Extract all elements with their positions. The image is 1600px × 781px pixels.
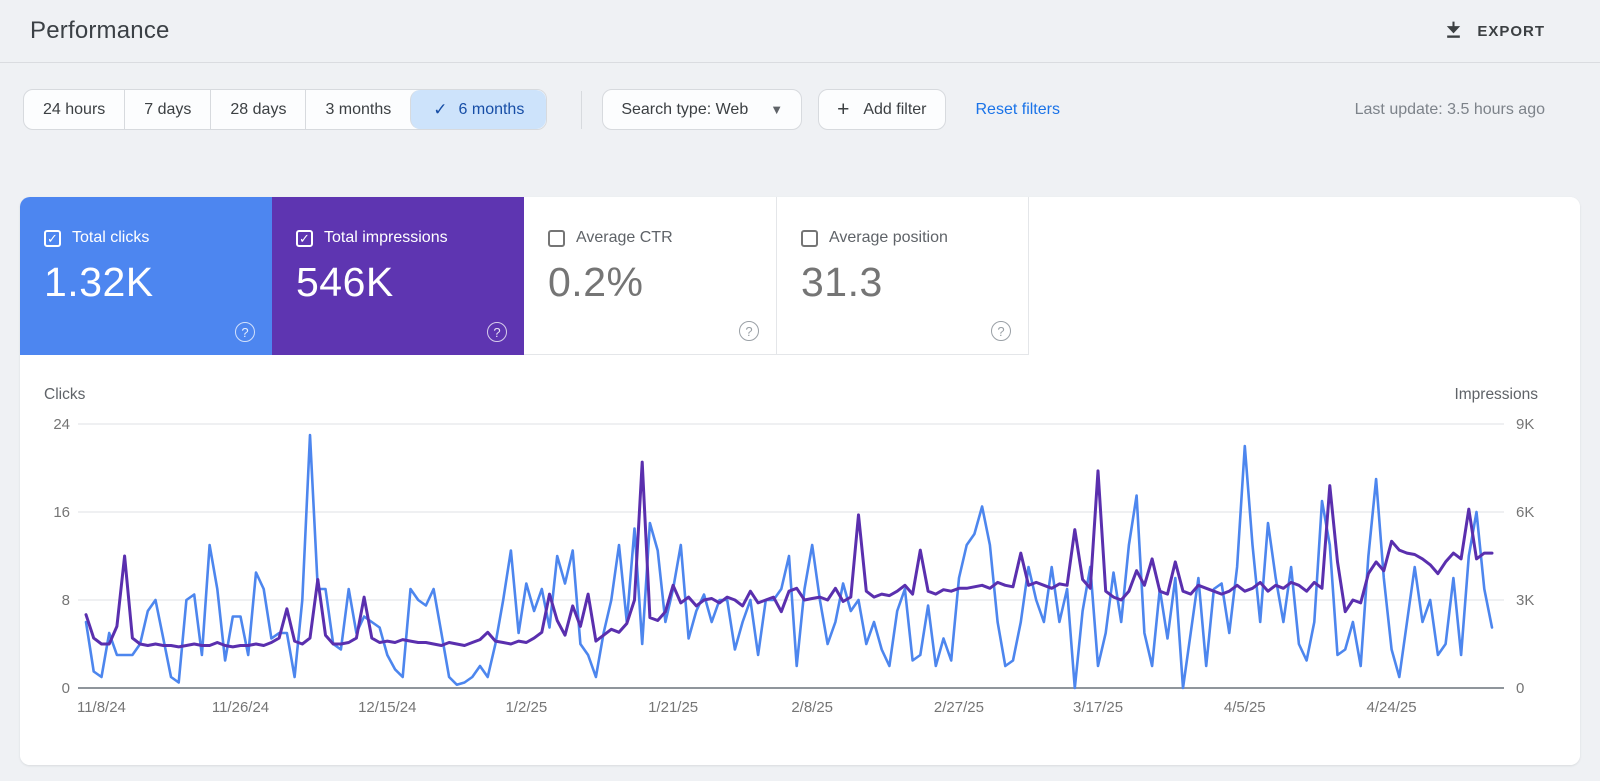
svg-text:11/8/24: 11/8/24 (77, 699, 126, 716)
metrics-row-filler (1028, 197, 1580, 355)
metric-label: Average CTR (576, 229, 673, 247)
reset-filters-link[interactable]: Reset filters (976, 101, 1060, 119)
svg-text:Impressions: Impressions (1454, 386, 1538, 403)
plus-icon: + (837, 99, 849, 120)
svg-text:8: 8 (62, 592, 70, 609)
help-icon[interactable]: ? (487, 322, 507, 342)
svg-text:1/2/25: 1/2/25 (505, 699, 547, 716)
svg-text:4/5/25: 4/5/25 (1224, 699, 1266, 716)
metrics-row: ✓ Total clicks 1.32K ? ✓ Total impressio… (20, 197, 1580, 355)
date-range-label: 7 days (144, 101, 191, 119)
filter-bar-divider (581, 91, 582, 129)
search-type-label: Search type: Web (621, 101, 748, 119)
svg-text:3/17/25: 3/17/25 (1073, 699, 1123, 716)
add-filter-label: Add filter (863, 101, 926, 119)
metric-value: 31.3 (801, 259, 1028, 306)
date-range-7-days[interactable]: 7 days (124, 90, 210, 129)
metric-value: 0.2% (548, 259, 776, 306)
metric-value: 1.32K (44, 259, 272, 306)
help-icon[interactable]: ? (235, 322, 255, 342)
question-icon: ? (997, 324, 1004, 339)
svg-text:0: 0 (1516, 680, 1524, 697)
date-range-3-months[interactable]: 3 months (305, 90, 410, 129)
question-icon: ? (745, 324, 752, 339)
date-range-group: 24 hours 7 days 28 days 3 months ✓ 6 mon… (23, 89, 547, 130)
date-range-label: 28 days (230, 101, 286, 119)
question-icon: ? (493, 325, 500, 340)
header-divider (0, 62, 1600, 63)
metric-card-average-ctr[interactable]: Average CTR 0.2% ? (524, 197, 776, 355)
svg-text:24: 24 (53, 416, 70, 433)
check-icon: ✓ (47, 232, 58, 245)
date-range-28-days[interactable]: 28 days (210, 90, 305, 129)
last-update-text: Last update: 3.5 hours ago (1355, 101, 1545, 119)
check-icon: ✓ (433, 100, 447, 120)
check-icon: ✓ (299, 232, 310, 245)
svg-text:0: 0 (62, 680, 70, 697)
metric-card-average-position[interactable]: Average position 31.3 ? (776, 197, 1028, 355)
line-chart-canvas[interactable]: 24 9K 16 6K 8 3K 0 0 11/8/24 11/26/24 12/15/24 1/2/… (20, 355, 1580, 765)
svg-text:6K: 6K (1516, 504, 1534, 521)
svg-text:11/26/24: 11/26/24 (212, 699, 269, 716)
search-type-chip[interactable]: Search type: Web ▼ (602, 89, 802, 130)
filter-bar: 24 hours 7 days 28 days 3 months ✓ 6 mon… (0, 89, 1600, 130)
export-button[interactable]: EXPORT (1444, 20, 1545, 43)
checkbox-unchecked-icon[interactable] (548, 230, 565, 247)
page-title: Performance (30, 17, 170, 45)
metric-card-total-impressions[interactable]: ✓ Total impressions 546K ? (272, 197, 524, 355)
svg-text:2/8/25: 2/8/25 (791, 699, 833, 716)
question-icon: ? (241, 325, 248, 340)
svg-text:Clicks: Clicks (44, 386, 86, 403)
add-filter-chip[interactable]: + Add filter (818, 89, 945, 130)
date-range-label: 24 hours (43, 101, 105, 119)
svg-text:3K: 3K (1516, 592, 1534, 609)
svg-text:12/15/24: 12/15/24 (358, 699, 416, 716)
app-header: Performance EXPORT (0, 0, 1600, 62)
export-label: EXPORT (1477, 23, 1545, 40)
performance-chart[interactable]: 24 9K 16 6K 8 3K 0 0 11/8/24 11/26/24 12/15/24 1/2/… (20, 355, 1580, 765)
svg-text:9K: 9K (1516, 416, 1534, 433)
date-range-label: 6 months (459, 101, 525, 119)
checkbox-checked-icon[interactable]: ✓ (296, 230, 313, 247)
svg-text:4/24/25: 4/24/25 (1367, 699, 1417, 716)
svg-text:2/27/25: 2/27/25 (934, 699, 984, 716)
performance-card: ✓ Total clicks 1.32K ? ✓ Total impressio… (20, 197, 1580, 765)
date-range-6-months[interactable]: ✓ 6 months (410, 90, 546, 129)
download-icon (1444, 20, 1463, 43)
date-range-label: 3 months (325, 101, 391, 119)
help-icon[interactable]: ? (739, 321, 759, 341)
metric-value: 546K (296, 259, 524, 306)
svg-text:1/21/25: 1/21/25 (648, 699, 698, 716)
svg-text:16: 16 (53, 504, 70, 521)
date-range-24-hours[interactable]: 24 hours (24, 90, 124, 129)
caret-down-icon: ▼ (770, 102, 783, 117)
checkbox-unchecked-icon[interactable] (801, 230, 818, 247)
help-icon[interactable]: ? (991, 321, 1011, 341)
checkbox-checked-icon[interactable]: ✓ (44, 230, 61, 247)
metric-card-total-clicks[interactable]: ✓ Total clicks 1.32K ? (20, 197, 272, 355)
metric-label: Total clicks (72, 229, 149, 247)
metric-label: Average position (829, 229, 948, 247)
metric-label: Total impressions (324, 229, 448, 247)
